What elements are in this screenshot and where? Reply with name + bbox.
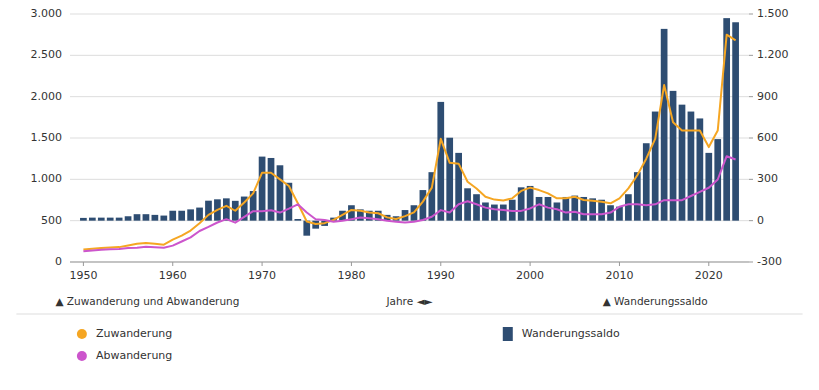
grid-line (70, 96, 749, 97)
bar (187, 209, 194, 220)
bar (125, 216, 132, 220)
y2-tick-label: 300 (757, 172, 778, 185)
x-axis: 1950 1960 1970 1980 1990 2000 2010 2020 (69, 262, 749, 282)
y-tick-label: 1.000 (31, 172, 63, 185)
y2-axis: -300 0 300 600 900 1.200 1.500 (749, 7, 789, 268)
y-tick-label: 0 (55, 255, 62, 268)
y2-tick (749, 179, 753, 180)
grid-line (70, 14, 749, 15)
bar (437, 102, 444, 221)
legend-swatch (77, 351, 87, 361)
y-tick-label: 3.000 (31, 7, 63, 20)
line (83, 156, 735, 251)
bar (554, 202, 561, 220)
y2-tick (749, 262, 753, 263)
x-tick (530, 262, 531, 266)
legend: Wanderungssaldo Zuwanderung Abwanderung (77, 327, 620, 362)
bar-series (80, 18, 739, 236)
bar (500, 205, 507, 221)
x-tick (172, 262, 173, 266)
bar (143, 214, 150, 220)
legend-label: Zuwanderung (96, 327, 172, 340)
grid-line (70, 55, 749, 56)
bar (98, 218, 105, 221)
y2-tick (749, 96, 753, 97)
bar (679, 105, 686, 221)
bar (294, 219, 301, 221)
bar (464, 188, 471, 220)
y2-tick-label: 900 (757, 90, 778, 103)
bar (160, 216, 167, 221)
bar (491, 205, 498, 221)
y2-tick (749, 220, 753, 221)
y2-tick (749, 138, 753, 139)
legend-swatch (77, 329, 87, 339)
bar (732, 22, 739, 220)
bar (107, 218, 114, 221)
bar (661, 29, 668, 221)
x-axis-line (70, 262, 749, 263)
legend-label: Abwanderung (96, 349, 172, 362)
footer: ▲ Zuwanderung und Abwanderung Jahre ◄► ▲ W… (16, 295, 802, 314)
y2-tick (749, 14, 753, 15)
y-tick-label: 2.000 (31, 90, 63, 103)
legend-swatch (503, 327, 513, 341)
line (83, 35, 735, 250)
x-tick-label: 1950 (69, 269, 97, 282)
grid (70, 14, 749, 262)
bar (134, 214, 141, 220)
y2-tick-label: -300 (757, 255, 782, 268)
annotation: ▲ Zuwanderung und Abwanderung (55, 295, 239, 307)
bar (688, 112, 695, 221)
bar (116, 218, 123, 221)
x-tick-label: 2020 (695, 269, 723, 282)
x-tick (262, 262, 263, 266)
y2-tick-label: 1.200 (757, 48, 789, 61)
y-axis: 0 500 1.000 1.500 2.000 2.500 3.000 (31, 7, 63, 268)
x-tick (708, 262, 709, 266)
bar (169, 211, 176, 221)
bar (625, 194, 632, 220)
plot-data (80, 18, 739, 251)
footer-separator (16, 314, 802, 315)
annotation: ▲ Wanderungssaldo (603, 295, 708, 307)
bar (473, 194, 480, 220)
bar (80, 218, 87, 221)
x-tick (351, 262, 352, 266)
bar (89, 218, 96, 221)
chart: 0 500 1.000 1.500 2.000 2.500 3.000 -300 0 300 600… (0, 0, 819, 390)
grid-line (70, 138, 749, 139)
y2-tick-label: 0 (757, 214, 764, 227)
y2-tick-label: 1.500 (757, 7, 789, 20)
bar (178, 211, 185, 221)
bar (482, 202, 489, 220)
grid-line (70, 262, 749, 263)
x-tick-label: 1980 (337, 269, 365, 282)
bar (562, 197, 569, 221)
x-tick (83, 262, 84, 266)
bar (536, 197, 543, 221)
y2-tick-label: 600 (757, 131, 778, 144)
y2-tick (749, 55, 753, 56)
x-tick-label: 2000 (516, 269, 544, 282)
x-tick-label: 1970 (248, 269, 276, 282)
bar (571, 196, 578, 221)
x-tick (619, 262, 620, 266)
bar (223, 198, 230, 220)
annotation: Jahre ◄► (385, 295, 433, 307)
legend-label: Wanderungssaldo (522, 327, 620, 340)
bar (723, 18, 730, 221)
bar (446, 138, 453, 221)
x-tick-label: 1990 (427, 269, 455, 282)
y-tick-label: 1.500 (31, 131, 63, 144)
bar (527, 186, 534, 221)
x-tick-label: 2010 (605, 269, 633, 282)
x-tick (440, 262, 441, 266)
y-tick-label: 2.500 (31, 48, 63, 61)
bar (196, 208, 203, 221)
x-tick-label: 1960 (159, 269, 187, 282)
y-tick-label: 500 (41, 214, 62, 227)
bar (152, 215, 159, 221)
